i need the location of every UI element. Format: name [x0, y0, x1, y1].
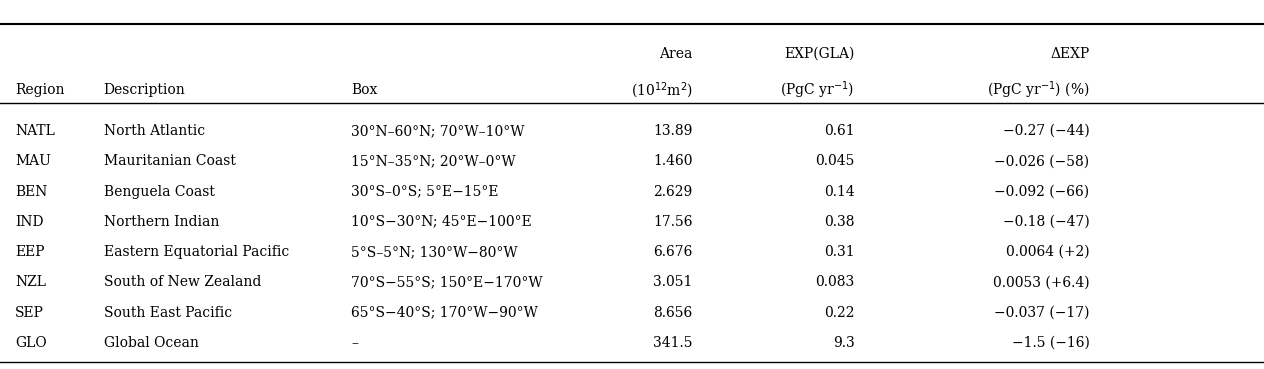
Text: SEP: SEP: [15, 306, 44, 320]
Text: −0.026 (−58): −0.026 (−58): [995, 154, 1090, 168]
Text: MAU: MAU: [15, 154, 51, 168]
Text: 0.0053 (+6.4): 0.0053 (+6.4): [994, 275, 1090, 289]
Text: (PgC yr$^{-1}$) (%): (PgC yr$^{-1}$) (%): [987, 80, 1090, 101]
Text: Benguela Coast: Benguela Coast: [104, 184, 215, 199]
Text: −0.037 (−17): −0.037 (−17): [994, 306, 1090, 320]
Text: IND: IND: [15, 215, 44, 229]
Text: 30°N–60°N; 70°W–10°W: 30°N–60°N; 70°W–10°W: [351, 124, 525, 138]
Text: 17.56: 17.56: [653, 215, 693, 229]
Text: NATL: NATL: [15, 124, 56, 138]
Text: 341.5: 341.5: [653, 336, 693, 350]
Text: South of New Zealand: South of New Zealand: [104, 275, 262, 289]
Text: South East Pacific: South East Pacific: [104, 306, 231, 320]
Text: 5°S–5°N; 130°W−80°W: 5°S–5°N; 130°W−80°W: [351, 245, 518, 259]
Text: 8.656: 8.656: [653, 306, 693, 320]
Text: 0.14: 0.14: [824, 184, 854, 199]
Text: BEN: BEN: [15, 184, 48, 199]
Text: 30°S–0°S; 5°E−15°E: 30°S–0°S; 5°E−15°E: [351, 184, 499, 199]
Text: NZL: NZL: [15, 275, 47, 289]
Text: Box: Box: [351, 83, 378, 97]
Text: 70°S−55°S; 150°E−170°W: 70°S−55°S; 150°E−170°W: [351, 275, 544, 289]
Text: 9.3: 9.3: [833, 336, 854, 350]
Text: 1.460: 1.460: [653, 154, 693, 168]
Text: 0.61: 0.61: [824, 124, 854, 138]
Text: 0.38: 0.38: [824, 215, 854, 229]
Text: (10$^{12}$m$^2$): (10$^{12}$m$^2$): [631, 80, 693, 100]
Text: 0.083: 0.083: [815, 275, 854, 289]
Text: Region: Region: [15, 83, 64, 97]
Text: North Atlantic: North Atlantic: [104, 124, 205, 138]
Text: −1.5 (−16): −1.5 (−16): [1011, 336, 1090, 350]
Text: Area: Area: [660, 46, 693, 61]
Text: 0.22: 0.22: [824, 306, 854, 320]
Text: 10°S−30°N; 45°E−100°E: 10°S−30°N; 45°E−100°E: [351, 215, 532, 229]
Text: 15°N–35°N; 20°W–0°W: 15°N–35°N; 20°W–0°W: [351, 154, 516, 168]
Text: 0.31: 0.31: [824, 245, 854, 259]
Text: Mauritanian Coast: Mauritanian Coast: [104, 154, 235, 168]
Text: ΔEXP: ΔEXP: [1050, 46, 1090, 61]
Text: GLO: GLO: [15, 336, 47, 350]
Text: 65°S−40°S; 170°W−90°W: 65°S−40°S; 170°W−90°W: [351, 306, 538, 320]
Text: −0.27 (−44): −0.27 (−44): [1002, 124, 1090, 138]
Text: −0.092 (−66): −0.092 (−66): [995, 184, 1090, 199]
Text: 0.0064 (+2): 0.0064 (+2): [1006, 245, 1090, 259]
Text: 13.89: 13.89: [653, 124, 693, 138]
Text: EEP: EEP: [15, 245, 44, 259]
Text: Description: Description: [104, 83, 186, 97]
Text: 6.676: 6.676: [653, 245, 693, 259]
Text: 0.045: 0.045: [815, 154, 854, 168]
Text: EXP(GLA): EXP(GLA): [784, 46, 854, 61]
Text: –: –: [351, 336, 359, 350]
Text: (PgC yr$^{-1}$): (PgC yr$^{-1}$): [780, 80, 854, 101]
Text: Northern Indian: Northern Indian: [104, 215, 219, 229]
Text: Eastern Equatorial Pacific: Eastern Equatorial Pacific: [104, 245, 289, 259]
Text: −0.18 (−47): −0.18 (−47): [1002, 215, 1090, 229]
Text: 3.051: 3.051: [653, 275, 693, 289]
Text: Global Ocean: Global Ocean: [104, 336, 198, 350]
Text: 2.629: 2.629: [653, 184, 693, 199]
